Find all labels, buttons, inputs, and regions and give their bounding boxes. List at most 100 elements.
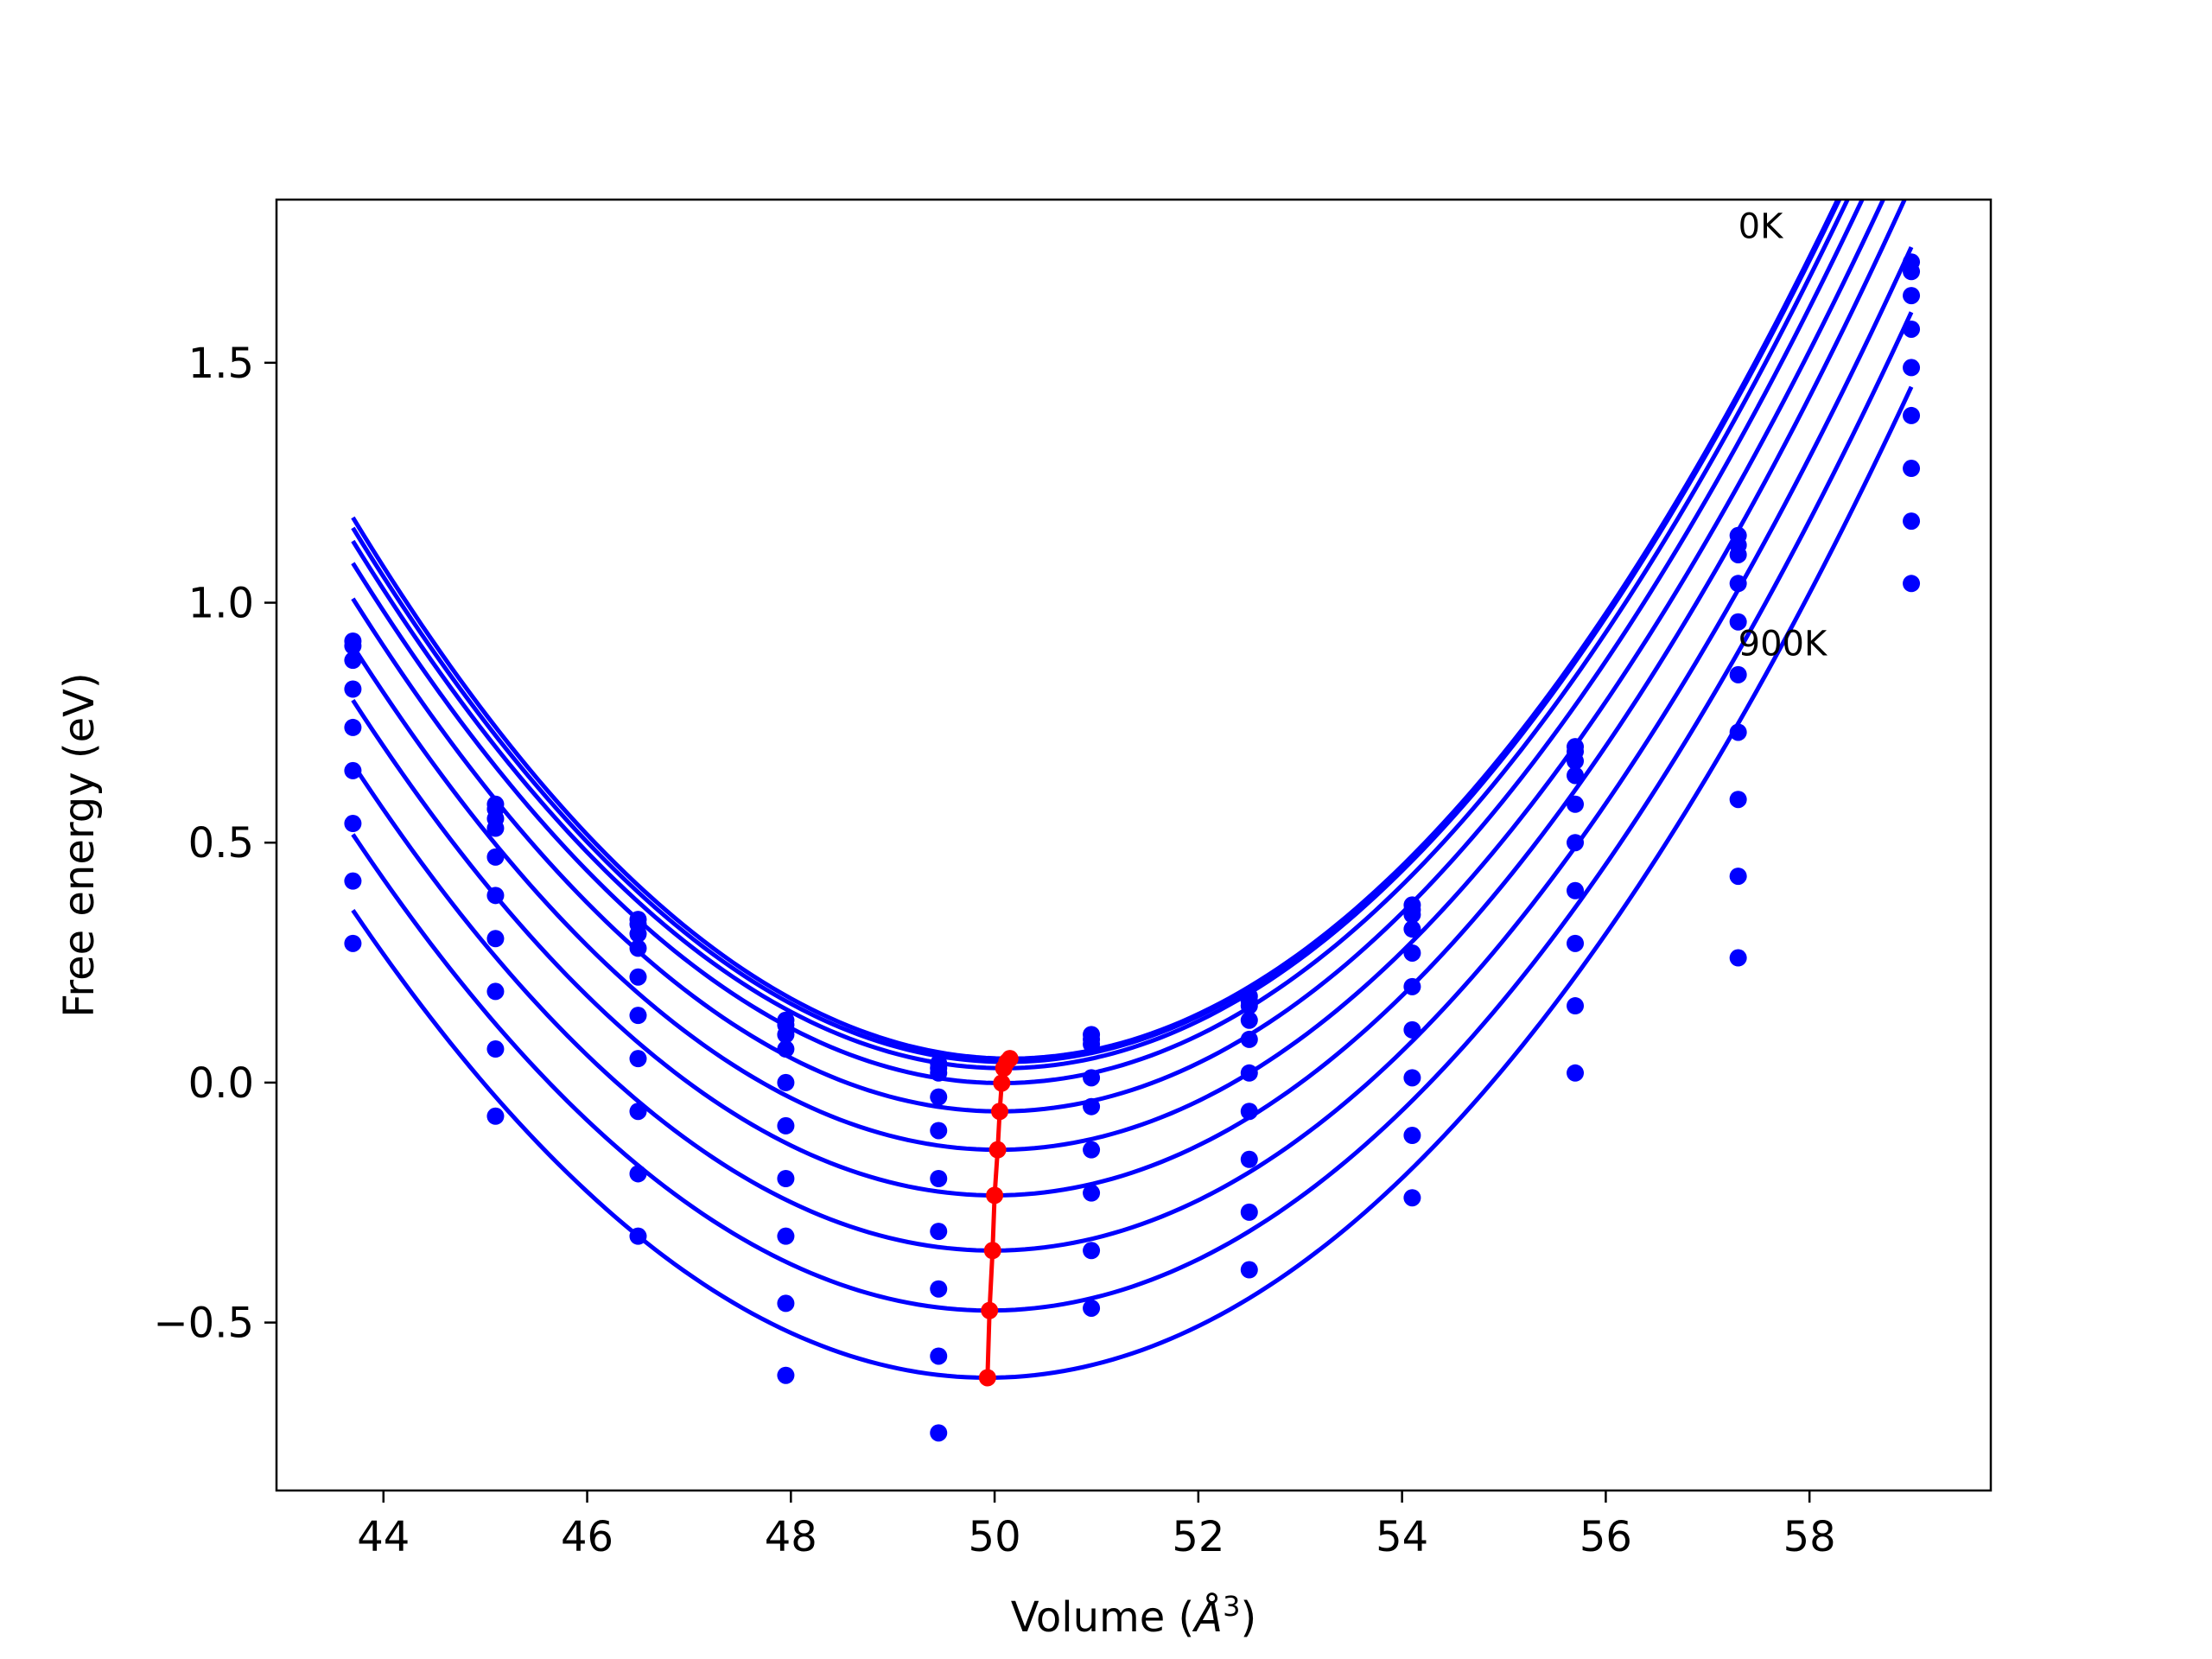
data-point-5-1 [486, 887, 505, 905]
x-tick-label-5: 54 [1376, 1513, 1428, 1561]
data-point-5-3 [777, 1116, 795, 1135]
y-tick-label-0: −0.5 [153, 1300, 254, 1348]
data-point-6-9 [1729, 723, 1747, 741]
data-point-9-7 [1403, 1189, 1421, 1207]
data-point-4-8 [1567, 795, 1585, 813]
x-axis-label-text: Volume ( [1011, 1593, 1195, 1642]
data-point-7-1 [486, 982, 505, 1001]
data-point-4-3 [777, 1073, 795, 1091]
data-point-5-9 [1729, 665, 1747, 683]
x-axis-label: Volume (Å3) [1011, 1590, 1256, 1642]
data-point-5-7 [1403, 977, 1421, 995]
data-point-6-7 [1403, 1020, 1421, 1039]
data-point-4-5 [1083, 1097, 1101, 1116]
data-point-4-1 [486, 848, 505, 866]
data-point-8-3 [777, 1294, 795, 1313]
fit-curve-3 [351, 200, 1850, 1085]
data-point-7-8 [1567, 934, 1585, 952]
minimum-marker-5 [988, 1141, 1007, 1159]
annotations: 0K 900K [1738, 207, 1828, 664]
data-point-8-1 [486, 1040, 505, 1058]
data-point-7-4 [930, 1280, 948, 1298]
data-point-8-4 [930, 1347, 948, 1365]
data-point-3-1 [486, 819, 505, 837]
data-point-7-3 [777, 1227, 795, 1245]
fit-curve-8 [351, 311, 1914, 1313]
fit-curves [351, 200, 1914, 1380]
data-point-2-10 [1903, 287, 1921, 305]
x-axis-label-sup: 3 [1223, 1590, 1240, 1623]
minimum-marker-7 [983, 1242, 1001, 1260]
data-point-2-4 [930, 1064, 948, 1082]
data-point-5-2 [629, 1007, 647, 1025]
data-point-1-0 [344, 637, 362, 655]
data-point-3-9 [1729, 575, 1747, 593]
data-point-3-10 [1903, 320, 1921, 338]
x-tick-label-3: 50 [969, 1513, 1021, 1561]
x-axis-label-unit: Å [1192, 1592, 1223, 1642]
plot-content [344, 200, 1921, 1442]
data-point-3-8 [1567, 766, 1585, 785]
data-point-3-7 [1403, 920, 1421, 938]
data-point-5-0 [344, 761, 362, 779]
data-point-4-9 [1729, 613, 1747, 631]
annotation-1: 900K [1738, 625, 1828, 664]
y-tick-label-2: 0.5 [188, 819, 254, 868]
data-point-2-8 [1567, 752, 1585, 770]
data-point-9-9 [1729, 949, 1747, 967]
data-point-4-0 [344, 718, 362, 736]
data-point-9-4 [930, 1424, 948, 1442]
data-point-6-10 [1903, 460, 1921, 478]
plot-frame [275, 198, 1993, 1492]
x-tick-label-4: 52 [1172, 1513, 1224, 1561]
data-point-2-0 [344, 652, 362, 670]
data-point-8-6 [1240, 1203, 1258, 1221]
data-point-8-5 [1083, 1299, 1101, 1317]
fit-curve-7 [351, 245, 1914, 1253]
data-point-4-6 [1240, 1030, 1258, 1048]
data-point-9-8 [1567, 1064, 1585, 1082]
minimum-line [978, 1050, 1019, 1387]
data-point-2-5 [1083, 1035, 1101, 1053]
x-tick-label-1: 46 [561, 1513, 613, 1561]
data-point-5-10 [1903, 406, 1921, 424]
minimum-marker-6 [986, 1186, 1004, 1205]
annotation-0: 0K [1738, 207, 1784, 246]
data-point-3-4 [930, 1088, 948, 1106]
data-point-6-3 [777, 1170, 795, 1187]
fit-curve-4 [351, 200, 1865, 1114]
x-tick-label-2: 48 [765, 1513, 817, 1561]
data-point-2-2 [629, 925, 647, 943]
data-point-7-10 [1903, 512, 1921, 531]
data-point-8-0 [344, 934, 362, 952]
data-point-3-2 [629, 939, 647, 957]
minimum-marker-4 [990, 1103, 1008, 1121]
x-tick-label-0: 44 [357, 1513, 410, 1561]
data-point-8-9 [1729, 868, 1747, 886]
data-point-8-7 [1403, 1127, 1421, 1145]
data-point-9-3 [777, 1366, 795, 1384]
data-point-7-5 [1083, 1242, 1101, 1260]
data-point-7-6 [1240, 1150, 1258, 1168]
x-tick-label-7: 58 [1783, 1513, 1836, 1561]
data-point-7-0 [344, 872, 362, 890]
fit-curve-9 [351, 385, 1914, 1380]
data-point-6-0 [344, 815, 362, 833]
data-point-7-7 [1403, 1069, 1421, 1087]
data-point-4-2 [629, 968, 647, 986]
data-point-5-8 [1567, 834, 1585, 852]
data-point-6-1 [486, 930, 505, 948]
data-point-8-10 [1903, 575, 1921, 593]
y-axis-label: Free energy (eV) [55, 672, 104, 1017]
x-tick-label-6: 56 [1580, 1513, 1632, 1561]
data-point-7-2 [629, 1103, 647, 1121]
data-point-6-4 [930, 1223, 948, 1241]
minimum-marker-9 [978, 1369, 996, 1387]
data-point-9-1 [486, 1107, 505, 1125]
data-point-3-6 [1240, 1011, 1258, 1029]
data-point-1-10 [1903, 263, 1921, 281]
y-tick-label-3: 1.0 [188, 580, 254, 628]
data-point-6-6 [1240, 1103, 1258, 1121]
data-point-6-5 [1083, 1184, 1101, 1202]
